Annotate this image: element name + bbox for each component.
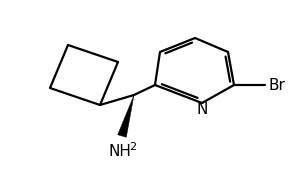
Text: NH: NH	[109, 144, 131, 159]
Text: N: N	[196, 102, 208, 117]
Text: 2: 2	[129, 142, 137, 152]
Polygon shape	[118, 95, 134, 137]
Text: Br: Br	[268, 77, 285, 93]
